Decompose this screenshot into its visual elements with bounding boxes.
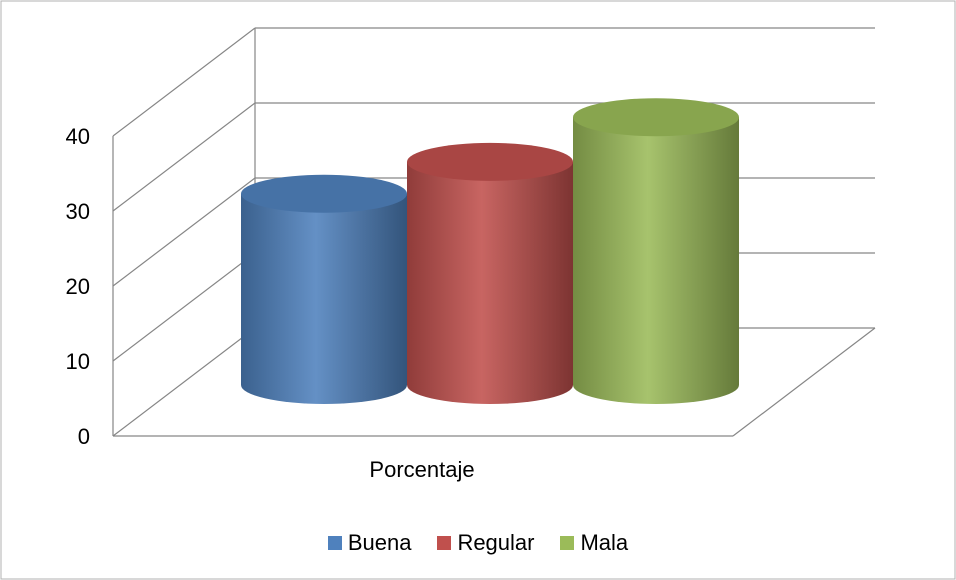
legend-swatch <box>560 536 575 550</box>
y-tick-label: 20 <box>66 274 90 299</box>
legend-label: Buena <box>347 530 412 555</box>
side-wall-line <box>112 27 256 137</box>
bar-mala <box>573 98 739 404</box>
cylinder-top <box>407 142 573 181</box>
cylinder-body <box>407 161 573 404</box>
side-wall-line <box>112 102 256 212</box>
legend-item-buena: Buena <box>327 530 412 556</box>
y-tick-label: 40 <box>66 124 90 149</box>
legend-label: Mala <box>580 530 629 555</box>
y-tick-label: 30 <box>66 199 90 224</box>
cylinder-body <box>241 193 407 404</box>
side-wall-line <box>112 177 256 287</box>
legend-item-mala: Mala <box>560 530 628 556</box>
cylinder-top <box>573 98 739 137</box>
chart-legend: Buena Regular Mala <box>0 530 956 556</box>
legend-swatch <box>437 536 452 550</box>
cylinder-body <box>573 117 739 404</box>
legend-item-regular: Regular <box>437 530 534 556</box>
cylinder-top <box>241 174 407 213</box>
x-category-label: Porcentaje <box>369 457 474 482</box>
floor-right-edge <box>732 327 876 437</box>
bar-buena <box>241 174 407 404</box>
legend-label: Regular <box>457 530 535 555</box>
bar-regular <box>407 142 573 404</box>
side-wall-line <box>112 252 256 362</box>
legend-swatch <box>327 536 342 550</box>
y-tick-label: 10 <box>66 349 90 374</box>
side-wall-line <box>112 327 256 437</box>
y-tick-label: 0 <box>78 424 90 449</box>
